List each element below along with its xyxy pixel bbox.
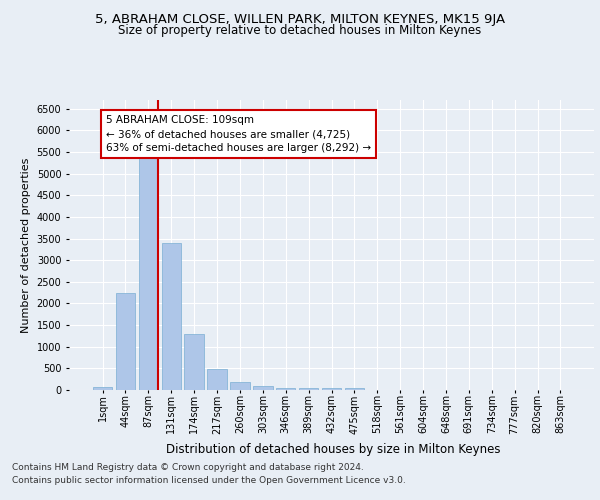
Bar [116,292,135,390]
Bar [93,387,112,390]
Bar [208,369,227,390]
Bar [322,388,341,390]
Text: Contains public sector information licensed under the Open Government Licence v3: Contains public sector information licen… [12,476,406,485]
Text: 5, ABRAHAM CLOSE, WILLEN PARK, MILTON KEYNES, MK15 9JA: 5, ABRAHAM CLOSE, WILLEN PARK, MILTON KE… [95,12,505,26]
Bar [184,334,204,390]
Bar [161,243,181,390]
Text: Distribution of detached houses by size in Milton Keynes: Distribution of detached houses by size … [166,442,500,456]
Bar [230,382,250,390]
Text: Size of property relative to detached houses in Milton Keynes: Size of property relative to detached ho… [118,24,482,37]
Bar [139,154,158,390]
Bar [276,388,295,390]
Bar [253,386,272,390]
Text: 5 ABRAHAM CLOSE: 109sqm
← 36% of detached houses are smaller (4,725)
63% of semi: 5 ABRAHAM CLOSE: 109sqm ← 36% of detache… [106,115,371,153]
Y-axis label: Number of detached properties: Number of detached properties [21,158,31,332]
Bar [344,388,364,390]
Text: Contains HM Land Registry data © Crown copyright and database right 2024.: Contains HM Land Registry data © Crown c… [12,464,364,472]
Bar [299,388,319,390]
